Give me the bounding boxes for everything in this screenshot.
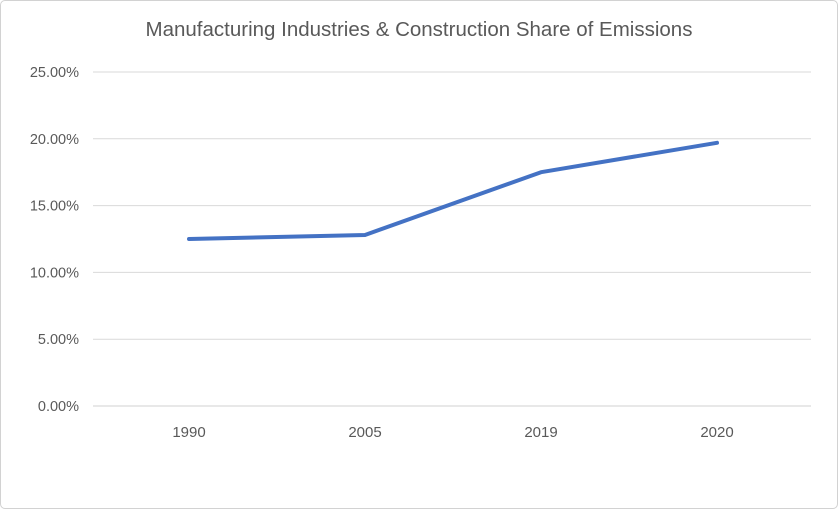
chart-title: Manufacturing Industries & Construction … [145,18,693,41]
y-tick-label: 10.00% [30,265,79,281]
y-tick-label: 5.00% [38,332,79,348]
series-line [187,140,719,241]
y-tick-label: 25.00% [30,65,79,81]
y-tick-label: 15.00% [30,198,79,214]
x-tick-label: 1990 [172,424,205,441]
x-tick-label: 2020 [700,424,733,441]
line-chart-plot-area: 0.00% 5.00% 10.00% 15.00% 20.00% 25.00% 1990 20… [30,65,811,441]
x-tick-label: 2005 [348,424,381,441]
y-tick-label: 20.00% [30,131,79,147]
y-tick-label: 0.00% [38,399,79,415]
x-tick-label: 2019 [524,424,557,441]
